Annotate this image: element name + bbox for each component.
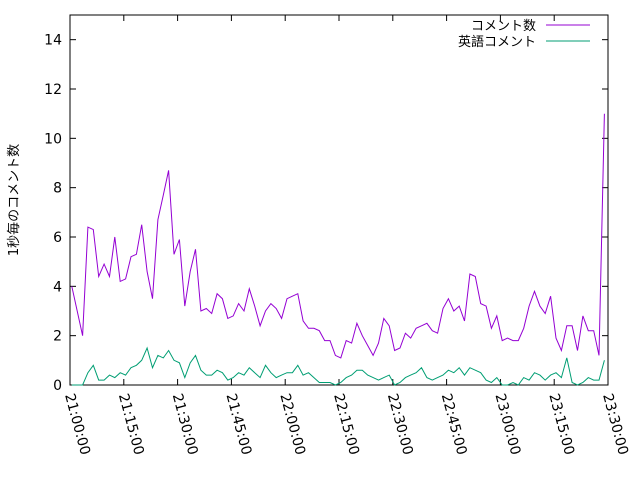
- legend-label-1: 英語コメント: [458, 34, 536, 50]
- plot-frame: [69, 14, 609, 386]
- x-tick-label: 22:30:00: [384, 392, 416, 457]
- y-axis-title: 1秒毎のコメント数: [6, 144, 22, 256]
- series-line-1: [71, 346, 605, 386]
- x-tick-label: 22:45:00: [438, 392, 470, 457]
- y-tick-label: 12: [44, 82, 62, 98]
- x-tick-label: 21:00:00: [61, 392, 93, 457]
- y-tick-label: 0: [53, 378, 62, 394]
- x-axis: 21:00:00 21:15:00 21:30:00 21:45:00 22:00:00…: [61, 15, 631, 457]
- y-tick-label: 4: [53, 279, 62, 295]
- y-tick-label: 10: [44, 131, 62, 147]
- x-tick-label: 22:00:00: [276, 392, 308, 457]
- x-tick-label: 23:00:00: [492, 392, 524, 457]
- x-tick-label: 21:15:00: [115, 392, 147, 457]
- series-layer: [71, 113, 605, 386]
- y-tick-label: 2: [53, 329, 62, 345]
- y-tick-label: 14: [44, 33, 62, 49]
- x-tick-label: 22:15:00: [330, 392, 362, 457]
- y-axis: 0 2 4 6 8 10 12 14: [44, 33, 608, 394]
- x-tick-label: 21:45:00: [223, 392, 255, 457]
- series-line-0: [71, 113, 605, 359]
- y-tick-label: 8: [53, 181, 62, 197]
- y-tick-label: 6: [53, 230, 62, 246]
- x-tick-label: 21:30:00: [169, 392, 201, 457]
- x-tick-label: 23:15:00: [545, 392, 577, 457]
- legend-label-0: コメント数: [471, 19, 536, 34]
- x-tick-label: 23:30:00: [599, 392, 631, 457]
